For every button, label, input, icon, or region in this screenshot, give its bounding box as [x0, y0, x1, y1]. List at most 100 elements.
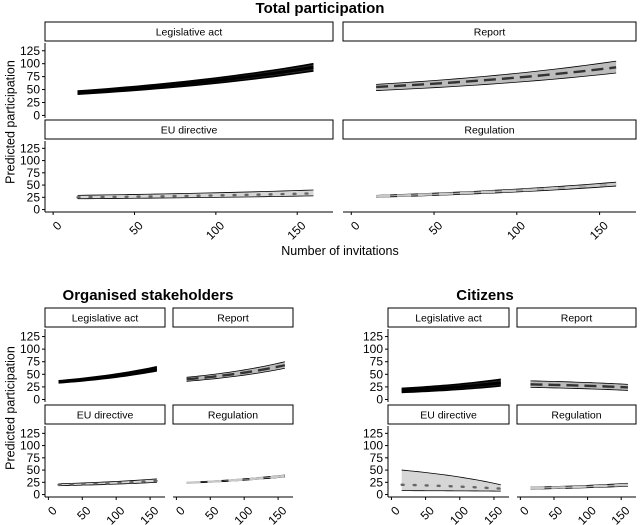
facet-strip [44, 119, 334, 140]
band-lower-edge [376, 72, 617, 91]
x-tick-label: 150 [587, 218, 611, 242]
facet-strip [516, 307, 637, 328]
x-tick-label: 0 [388, 503, 403, 518]
facet-strip [387, 307, 510, 328]
y-tick-label: 0 [33, 203, 40, 217]
prediction-line [58, 367, 158, 384]
y-tick-label: 75 [27, 451, 41, 465]
y-tick-label: 75 [27, 70, 41, 84]
facet-strip [44, 307, 166, 328]
x-tick-label: 50 [202, 503, 222, 523]
facet-strip [44, 21, 334, 42]
facet-label: Legislative act [156, 27, 223, 39]
x-tick-label: 100 [231, 503, 255, 525]
prediction-line [77, 65, 314, 95]
y-tick-label: 50 [27, 178, 41, 192]
y-tick-label: 75 [27, 355, 41, 369]
prediction-line [57, 479, 159, 486]
facet-strip [342, 21, 637, 42]
band-lower-edge [376, 185, 617, 198]
confidence-band [376, 61, 617, 91]
facet-label: Legislative act [72, 313, 139, 325]
facet-strip [44, 404, 166, 425]
prediction-line [186, 474, 285, 484]
x-tick-label: 50 [126, 218, 146, 238]
band-upper-edge [401, 378, 501, 390]
facet-1: Report [516, 307, 637, 391]
y-tick-label: 50 [370, 367, 384, 381]
facet-label: Report [474, 27, 506, 39]
x-tick-label: 150 [284, 218, 308, 242]
y-tick-label: 50 [27, 83, 41, 97]
y-tick-label: 0 [376, 488, 383, 502]
y-tick-label: 50 [370, 463, 384, 477]
y-tick-label: 125 [20, 426, 40, 440]
facet-label: Regulation [551, 410, 601, 422]
y-tick-label: 25 [27, 380, 41, 394]
band-upper-edge [401, 469, 501, 486]
y-axis-label: Predicted participation [3, 60, 17, 184]
y-tick-label: 25 [370, 475, 384, 489]
facet-3: Regulation 0 50 100 150 [342, 119, 637, 243]
panel-1: Organised stakeholders Legislative act 0 25… [3, 287, 294, 525]
band-upper-edge [530, 380, 628, 385]
y-tick-label: 0 [33, 488, 40, 502]
x-tick-label: 100 [504, 218, 528, 242]
y-axis-label: Predicted participation [3, 346, 17, 470]
y-tick-label: 25 [27, 95, 41, 109]
y-tick-label: 100 [20, 342, 40, 356]
facet-1: Report [342, 21, 637, 91]
band-upper-edge [186, 361, 285, 378]
prediction-line [530, 383, 628, 389]
x-tick-label: 50 [546, 503, 566, 523]
y-tick-label: 75 [370, 355, 384, 369]
x-tick-label: 150 [608, 503, 632, 525]
y-tick-label: 0 [376, 392, 383, 406]
band-lower-edge [77, 195, 314, 200]
facet-strip [172, 307, 294, 328]
prediction-line [376, 182, 617, 198]
confidence-band [376, 182, 617, 198]
y-tick-label: 125 [20, 141, 40, 155]
x-axis-label: Number of invitations [281, 244, 398, 258]
y-tick-label: 0 [33, 108, 40, 122]
facet-1: Report [172, 307, 294, 382]
x-tick-label: 50 [74, 503, 94, 523]
x-tick-label: 0 [348, 218, 363, 233]
y-tick-label: 100 [363, 342, 383, 356]
facet-label: EU directive [161, 125, 218, 137]
prediction-line [401, 381, 501, 392]
facet-label: Regulation [208, 410, 258, 422]
x-tick-label: 150 [481, 503, 505, 525]
band-lower-edge [401, 385, 501, 394]
band-upper-edge [77, 189, 314, 196]
x-tick-label: 0 [45, 503, 60, 518]
facet-strip [342, 119, 637, 140]
y-tick-label: 100 [20, 154, 40, 168]
facet-label: Legislative act [415, 313, 482, 325]
band-upper-edge [376, 60, 617, 85]
y-tick-label: 75 [370, 451, 384, 465]
y-tick-label: 50 [27, 367, 41, 381]
facet-strip [516, 404, 637, 425]
prediction-line [530, 483, 628, 490]
facet-3: Regulation 0 50 100 150 [516, 404, 637, 525]
panel-title: Organised stakeholders [63, 287, 234, 304]
x-tick-label: 100 [447, 503, 471, 525]
panel-title: Citizens [456, 287, 514, 304]
prediction-line [376, 66, 617, 89]
facet-label: Report [217, 313, 249, 325]
y-tick-label: 50 [27, 463, 41, 477]
x-tick-label: 0 [517, 503, 532, 518]
y-tick-label: 100 [20, 57, 40, 71]
y-tick-label: 125 [20, 330, 40, 344]
y-tick-label: 125 [363, 330, 383, 344]
y-tick-label: 125 [20, 44, 40, 58]
x-tick-label: 0 [50, 218, 65, 233]
band-upper-edge [376, 181, 617, 196]
